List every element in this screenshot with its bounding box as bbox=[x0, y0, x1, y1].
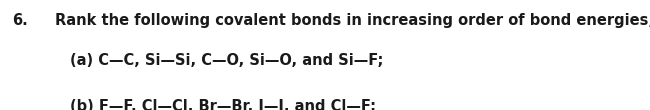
Text: 6.: 6. bbox=[12, 13, 27, 28]
Text: Rank the following covalent bonds in increasing order of bond energies;: Rank the following covalent bonds in inc… bbox=[55, 13, 650, 28]
Text: (b) F—F, Cl—Cl, Br—Br, I—I, and Cl—F;: (b) F—F, Cl—Cl, Br—Br, I—I, and Cl—F; bbox=[70, 99, 376, 110]
Text: (a) C—C, Si—Si, C—O, Si—O, and Si—F;: (a) C—C, Si—Si, C—O, Si—O, and Si—F; bbox=[70, 53, 384, 68]
